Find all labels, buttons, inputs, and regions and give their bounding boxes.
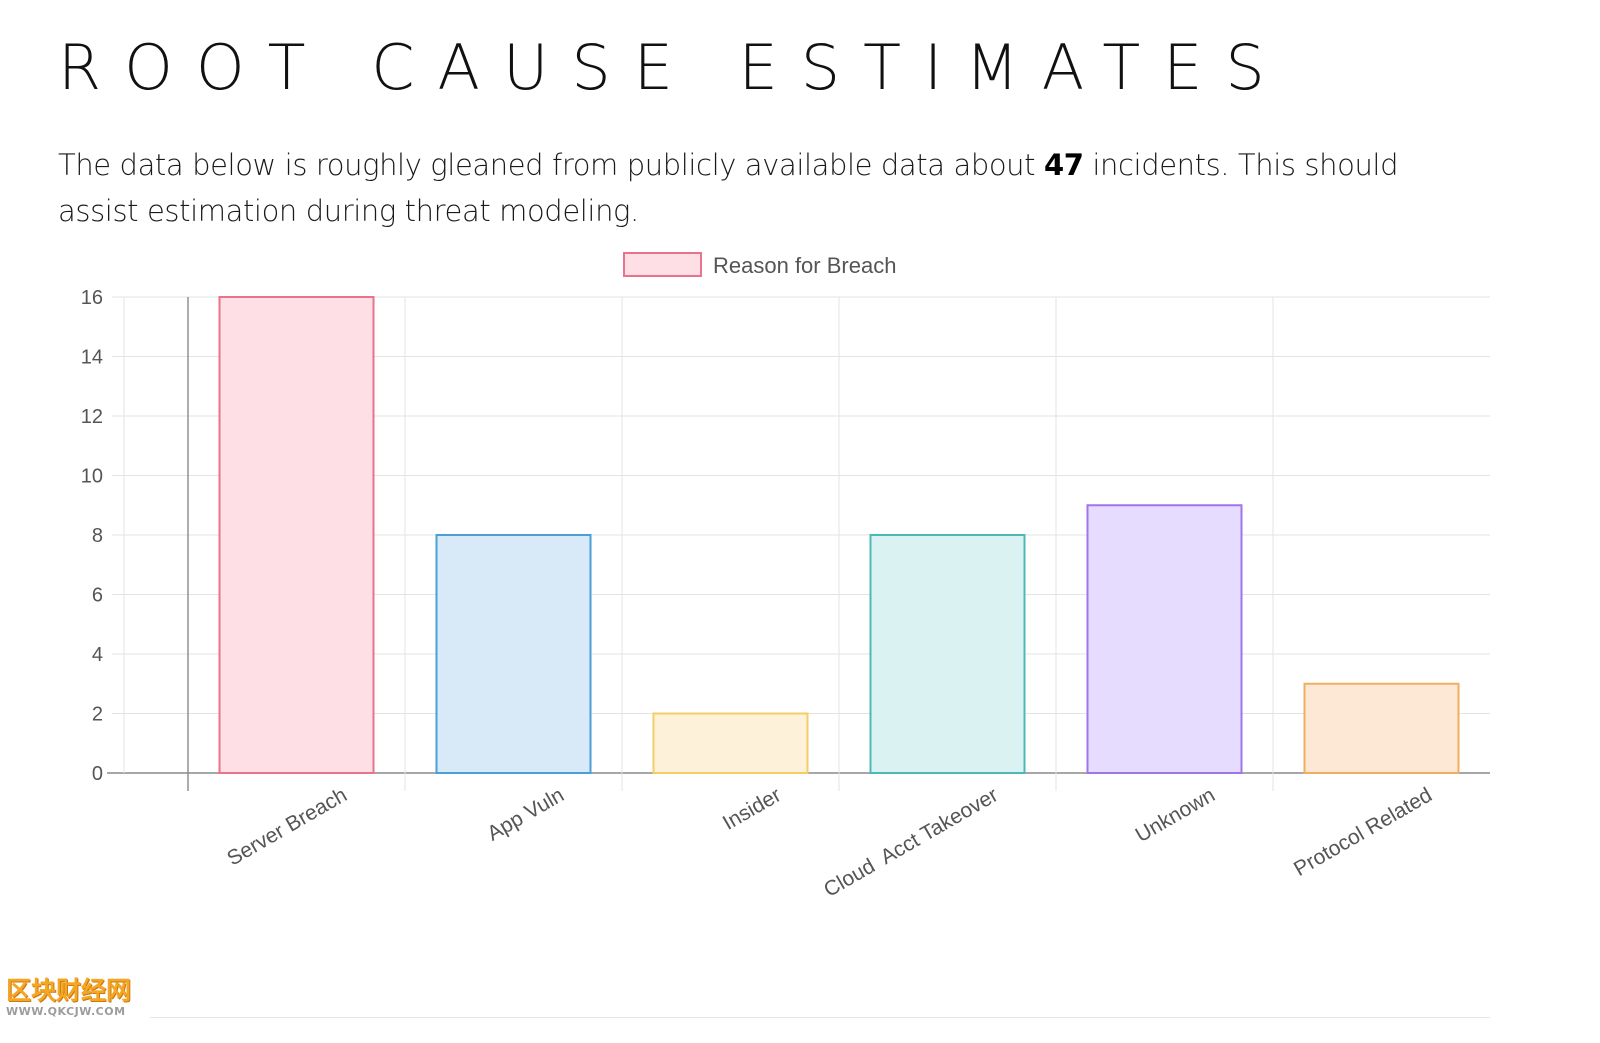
- intro-paragraph: The data below is roughly gleaned from p…: [58, 142, 1478, 234]
- x-tick-label: App Vuln: [483, 783, 568, 845]
- page-title: ROOT CAUSE ESTIMATES: [58, 31, 1288, 104]
- intro-text-before: The data below is roughly gleaned from p…: [58, 148, 1044, 182]
- bar-protocol-related: [1303, 682, 1460, 774]
- y-tick-label: 0: [92, 763, 103, 785]
- legend-label: Reason for Breach: [713, 253, 896, 278]
- intro-text-after: incidents. This should assist estimation…: [58, 148, 1399, 228]
- incident-count: 47: [1043, 148, 1084, 182]
- y-tick-label: 4: [92, 644, 103, 666]
- x-tick-label: Cloud Acct Takeover: [820, 783, 1002, 901]
- bottom-divider: [150, 1017, 1490, 1018]
- legend-swatch: [623, 252, 702, 277]
- root-cause-bar-chart: 0 2 4 6 8 10 12 14 16 Server Breach App Vuln Inside…: [81, 252, 1490, 902]
- y-tick-label: 12: [81, 406, 103, 428]
- watermark-url: WWW.QKCJW.COM: [6, 1005, 126, 1018]
- y-tick-label: 6: [92, 585, 103, 607]
- bar-cloud-acct-takeover: [869, 534, 1026, 774]
- y-tick-label: 14: [81, 347, 103, 369]
- bar-server-breach: [218, 296, 375, 774]
- bar-insider: [652, 712, 809, 774]
- x-tick-label: Server Breach: [223, 783, 351, 870]
- y-tick-label: 2: [92, 704, 103, 726]
- bar-app-vuln: [435, 534, 592, 774]
- y-tick-label: 16: [81, 287, 103, 309]
- bar-unknown: [1086, 504, 1243, 774]
- x-tick-label: Protocol Related: [1290, 783, 1436, 881]
- chart-bars: [218, 296, 1460, 774]
- x-tick-label: Insider: [719, 783, 785, 834]
- watermark-logo: 区块财经网 WWW.QKCJW.COM: [6, 976, 146, 1018]
- watermark-text: 区块财经网: [6, 976, 132, 1005]
- chart-legend[interactable]: Reason for Breach: [623, 252, 896, 278]
- y-tick-label: 8: [92, 525, 103, 547]
- x-tick-label: Unknown: [1132, 783, 1219, 847]
- y-tick-label: 10: [81, 466, 103, 488]
